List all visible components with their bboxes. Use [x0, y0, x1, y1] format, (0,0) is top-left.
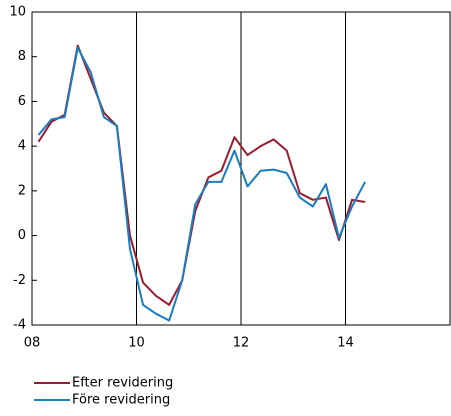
y-tick-label: 8 — [18, 49, 26, 64]
y-tick-label: 6 — [18, 94, 26, 109]
x-tick-label: 10 — [128, 336, 145, 351]
x-tick-label: 08 — [24, 336, 41, 351]
plot-frame — [31, 11, 451, 326]
legend-label: Före revidering — [72, 393, 170, 408]
series-line — [37, 44, 366, 306]
y-tick-label: 4 — [18, 139, 26, 154]
legend-label: Efter revidering — [72, 376, 173, 391]
y-tick-label: 2 — [18, 183, 26, 198]
y-tick-label: -4 — [13, 318, 26, 333]
y-tick-label: 10 — [9, 5, 26, 20]
y-tick-label: -2 — [13, 273, 26, 288]
x-tick-label: 12 — [233, 336, 250, 351]
x-tick-label: 14 — [337, 336, 354, 351]
series-line — [37, 46, 366, 322]
y-tick-label: 0 — [18, 228, 26, 243]
